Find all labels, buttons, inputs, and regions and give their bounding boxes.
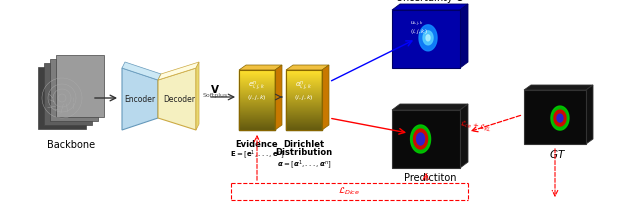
Polygon shape — [239, 65, 282, 70]
Text: $\mathbf{V}$: $\mathbf{V}$ — [210, 83, 220, 95]
Polygon shape — [158, 74, 161, 118]
Polygon shape — [38, 67, 86, 129]
Text: Softplus: Softplus — [202, 93, 228, 99]
Polygon shape — [322, 65, 329, 130]
Text: Evidence: Evidence — [236, 140, 278, 149]
Polygon shape — [524, 90, 586, 144]
Polygon shape — [423, 31, 433, 45]
Polygon shape — [460, 104, 468, 168]
Polygon shape — [196, 62, 199, 130]
Polygon shape — [122, 62, 161, 80]
Text: $\alpha^n_{i,j,k}$: $\alpha^n_{i,j,k}$ — [295, 79, 313, 93]
Text: Uncertainty $\mathbf{U}$: Uncertainty $\mathbf{U}$ — [396, 0, 465, 5]
Polygon shape — [551, 106, 569, 130]
Text: Encoder: Encoder — [124, 95, 156, 104]
Polygon shape — [413, 129, 428, 149]
Polygon shape — [557, 114, 563, 122]
Text: Backbone: Backbone — [47, 140, 95, 150]
Polygon shape — [158, 68, 196, 130]
Polygon shape — [122, 68, 158, 130]
Text: $(i,j,k)$: $(i,j,k)$ — [294, 92, 314, 101]
Polygon shape — [460, 4, 468, 68]
Polygon shape — [50, 59, 98, 121]
Polygon shape — [411, 125, 431, 153]
Text: $e^n_{i,j,k}$: $e^n_{i,j,k}$ — [248, 79, 266, 93]
Text: $GT$: $GT$ — [550, 148, 566, 160]
Polygon shape — [275, 65, 282, 130]
Text: $(i,j,k)$: $(i,j,k)$ — [410, 27, 428, 37]
Text: $u_{i,j,k}$: $u_{i,j,k}$ — [410, 19, 424, 29]
Text: Distribution: Distribution — [275, 148, 333, 157]
Polygon shape — [586, 85, 593, 144]
Polygon shape — [56, 55, 104, 117]
Text: $\mathbf{E}=[\mathbf{e}^1,...,\mathbf{e}^n]$: $\mathbf{E}=[\mathbf{e}^1,...,\mathbf{e}… — [230, 148, 284, 161]
Polygon shape — [392, 104, 468, 110]
Polygon shape — [426, 35, 430, 41]
Polygon shape — [392, 10, 460, 68]
Polygon shape — [524, 85, 593, 90]
Text: $\boldsymbol{\alpha}=[\boldsymbol{\alpha}^1,...,\boldsymbol{\alpha}^n]$: $\boldsymbol{\alpha}=[\boldsymbol{\alpha… — [276, 158, 332, 171]
Polygon shape — [417, 133, 424, 145]
Text: $\mathcal{L}_{Dice}$: $\mathcal{L}_{Dice}$ — [339, 186, 360, 197]
Text: $\mathcal{L}_{ce}+\mathcal{L}_{KL}$: $\mathcal{L}_{ce}+\mathcal{L}_{KL}$ — [460, 119, 493, 135]
Polygon shape — [554, 110, 566, 126]
Polygon shape — [392, 4, 468, 10]
Polygon shape — [44, 63, 92, 125]
Text: Decoder: Decoder — [163, 95, 195, 104]
Polygon shape — [286, 65, 329, 70]
Text: $(i,j,k)$: $(i,j,k)$ — [247, 92, 267, 101]
Polygon shape — [392, 110, 460, 168]
Polygon shape — [419, 25, 437, 51]
Text: Dirichlet: Dirichlet — [284, 140, 324, 149]
Polygon shape — [158, 62, 199, 80]
Text: Predictiton: Predictiton — [404, 173, 456, 183]
